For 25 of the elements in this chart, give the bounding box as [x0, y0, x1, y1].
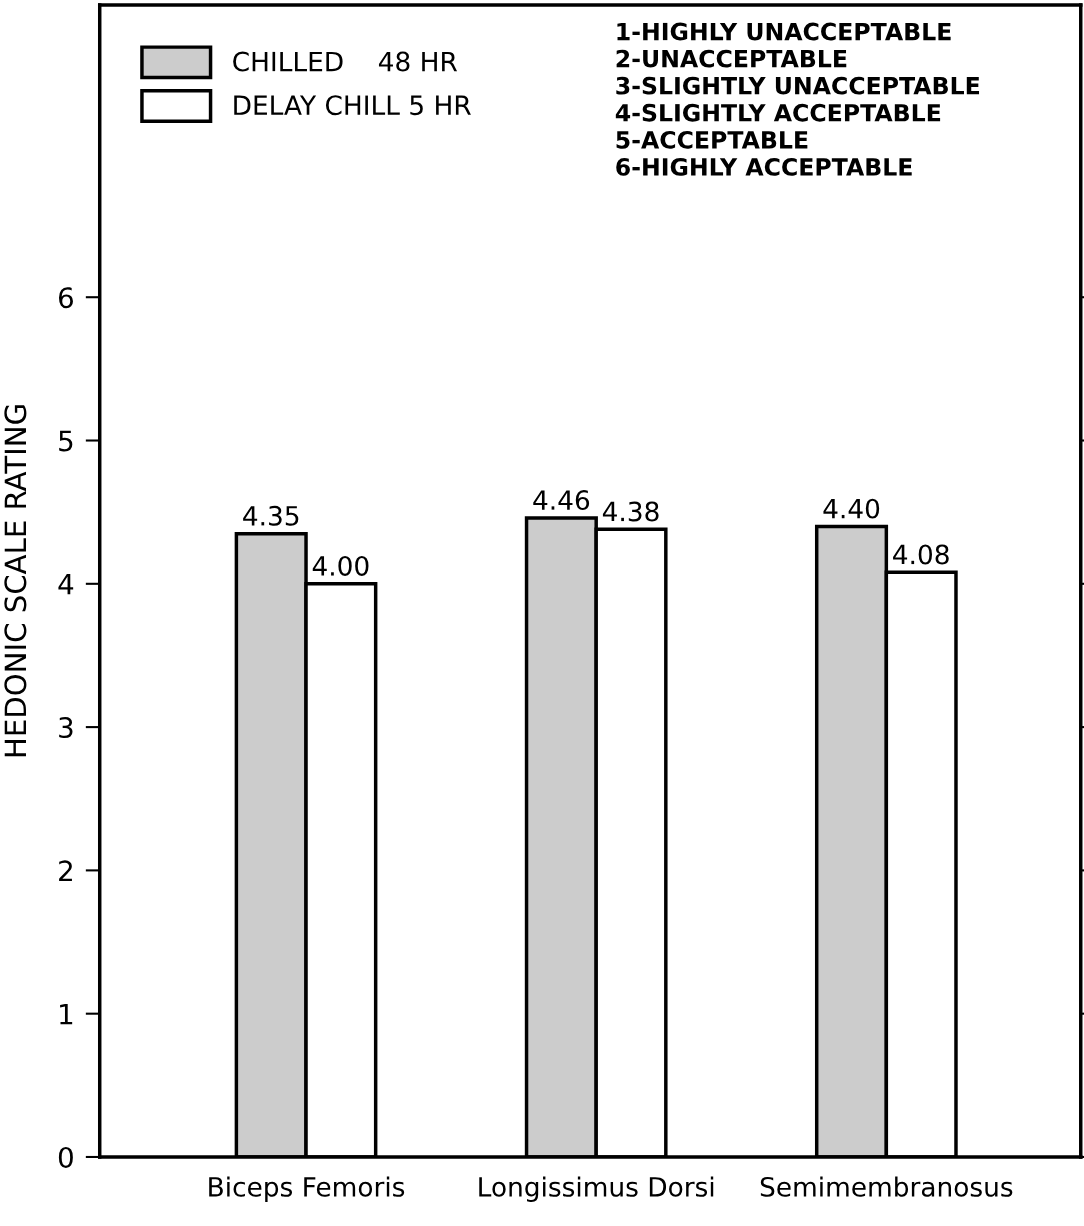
x-tick-label: Semimembranosus [760, 1176, 1013, 1197]
annotation: 3-SLIGHTLY UNACCEPTABLE [616, 76, 980, 95]
y-tick-label: 6 [58, 287, 73, 309]
text: 4.35 [243, 505, 299, 526]
y-tick-label: 4 [58, 574, 74, 595]
annotation: 6-HIGHLY ACCEPTABLE [616, 157, 912, 176]
x-tick-label: Longissimus Dorsi [479, 1176, 714, 1202]
y-tick-label: 1 [60, 1003, 73, 1025]
annotation: 1-HIGHLY UNACCEPTABLE [617, 22, 951, 41]
annotation: 4-SLIGHTLY ACCEPTABLE [615, 103, 941, 122]
y-tick-label: 5 [59, 430, 73, 452]
annotation: 2-UNACCEPTABLE [616, 49, 847, 68]
text: 4.46 [533, 490, 590, 510]
y-tick-label: 0 [58, 1146, 73, 1168]
text: 4.38 [602, 501, 659, 522]
text: 4.08 [893, 544, 949, 565]
annotation: 5-ACCEPTABLE [616, 130, 808, 149]
text: 4.00 [312, 555, 369, 576]
y-tick-label: 2 [59, 860, 72, 881]
text: 4.40 [823, 498, 880, 519]
y-axis-title: HEDONIC SCALE RATING [4, 405, 27, 757]
x-tick-label: Biceps Femoris [209, 1176, 405, 1202]
y-tick-label: 3 [59, 717, 73, 739]
legend-label: DELAY CHILL 5 HR [234, 95, 471, 116]
legend-label: CHILLED 48 HR [233, 51, 458, 72]
